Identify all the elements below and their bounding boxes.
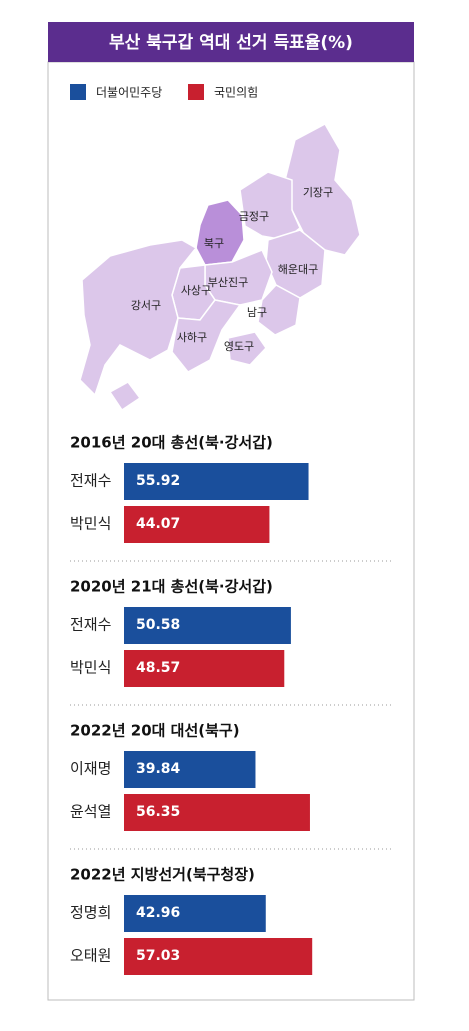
district — [239, 171, 301, 241]
bar — [124, 506, 270, 543]
district — [227, 331, 267, 366]
value-label: 48.57 — [136, 660, 180, 676]
map-label: 강서구 — [131, 299, 161, 312]
title-bar — [48, 22, 414, 62]
value-label: 57.03 — [136, 948, 180, 964]
value-label: 44.07 — [136, 516, 180, 532]
map-label: 사하구 — [177, 330, 207, 344]
category-label: 이재명 — [70, 760, 111, 778]
category-label: 박민식 — [70, 659, 111, 677]
map-label: 금정구 — [239, 210, 269, 223]
value-label: 42.96 — [136, 905, 180, 921]
bar — [124, 794, 310, 831]
category-label: 정명희 — [70, 904, 111, 922]
category-label: 윤석열 — [70, 803, 111, 821]
chart-title: 2022년 지방선거(북구청장) — [70, 866, 255, 884]
legend-swatch — [70, 84, 86, 100]
legend-label: 더불어민주당 — [96, 86, 162, 100]
value-label: 39.84 — [136, 761, 181, 777]
bar — [124, 463, 309, 500]
value-label: 56.35 — [136, 804, 180, 820]
district-highlight — [195, 199, 245, 266]
chart-title: 2016년 20대 총선(북·강서갑) — [70, 434, 273, 452]
category-label: 전재수 — [70, 472, 111, 490]
map-label: 남구 — [247, 306, 267, 319]
legend-label: 국민의힘 — [214, 86, 258, 100]
bar — [124, 607, 291, 644]
district — [257, 284, 301, 336]
category-label: 박민식 — [70, 515, 111, 533]
map — [79, 122, 361, 412]
bar — [124, 895, 266, 932]
legend-swatch — [188, 84, 204, 100]
district — [79, 239, 198, 397]
map-label: 사상구 — [181, 284, 211, 297]
bar — [124, 650, 285, 687]
map-label: 기장구 — [303, 186, 333, 199]
district — [108, 381, 142, 412]
bar — [124, 751, 256, 788]
map-label: 해운대구 — [278, 262, 318, 276]
map-label: 부산진구 — [208, 276, 248, 289]
chart-title: 2020년 21대 총선(북·강서갑) — [70, 578, 273, 596]
category-label: 전재수 — [70, 616, 111, 634]
map-label: 영도구 — [224, 340, 254, 353]
chart-title: 2022년 20대 대선(북구) — [70, 722, 240, 740]
title: 부산 북구갑 역대 선거 득표율(%) — [109, 33, 353, 53]
map-label: 북구 — [204, 237, 224, 250]
value-label: 55.92 — [136, 473, 180, 489]
district — [171, 299, 242, 373]
value-label: 50.58 — [136, 617, 180, 633]
bar — [124, 938, 313, 975]
category-label: 오태원 — [70, 947, 111, 965]
